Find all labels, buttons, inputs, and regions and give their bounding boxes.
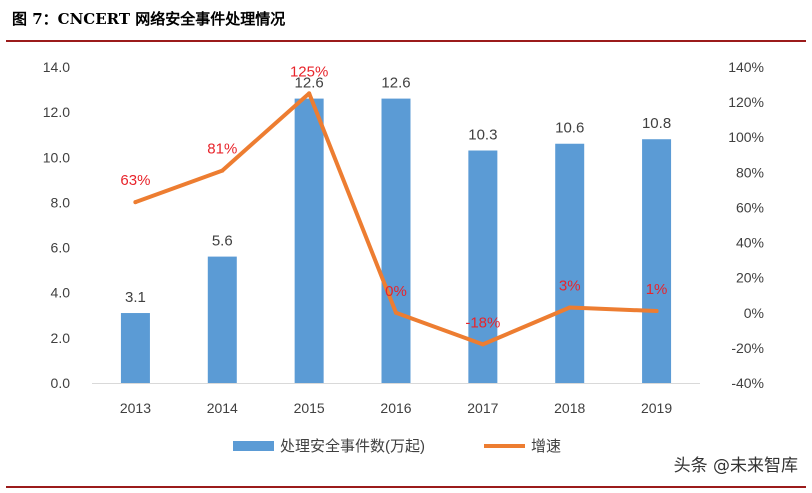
right-tick-label: -40% (731, 375, 764, 391)
growth-value-label: 3% (559, 278, 581, 295)
bar (468, 150, 498, 383)
growth-point (394, 310, 398, 315)
figure-title: 图 7：CNCERT 网络安全事件处理情况 (12, 10, 286, 28)
legend-label-line: 增速 (531, 438, 561, 455)
left-tick-label: 6.0 (51, 240, 71, 256)
watermark: 头条 @未来智库 (673, 456, 798, 476)
bar-value-label: 10.6 (555, 120, 584, 137)
bar (120, 313, 150, 383)
bar (294, 98, 324, 383)
growth-value-label: 125% (290, 63, 328, 80)
right-tick-label: 60% (736, 199, 764, 215)
left-tick-label: 12.0 (43, 104, 70, 120)
x-tick-label: 2015 (294, 400, 325, 416)
growth-point (654, 309, 659, 314)
growth-value-label: -18% (465, 314, 500, 331)
growth-point (480, 342, 485, 347)
growth-point (567, 305, 572, 310)
x-tick-label: 2019 (641, 400, 672, 416)
x-tick-label: 2017 (467, 400, 498, 416)
growth-point (133, 200, 138, 205)
x-tick-label: 2014 (207, 400, 238, 416)
growth-value-label: 63% (120, 172, 150, 189)
bottom-rule (6, 486, 806, 488)
bar-value-label: 12.6 (295, 75, 324, 92)
left-tick-label: 10.0 (43, 149, 70, 165)
left-axis: 0.0 2.0 4.0 6.0 8.0 10.0 12.0 14.0 (43, 59, 70, 391)
right-tick-label: 20% (736, 270, 764, 286)
bar-value-label: 10.3 (468, 127, 497, 144)
bar (555, 143, 585, 383)
bar (207, 256, 237, 383)
bar-value-label: 10.8 (642, 115, 671, 132)
bar-value-label: 3.1 (125, 289, 146, 306)
x-axis: 2013 2014 2015 2016 2017 2018 2019 (120, 400, 673, 416)
legend: 处理安全事件数(万起) 增速 (233, 437, 561, 455)
left-tick-label: 14.0 (43, 59, 70, 75)
left-tick-label: 4.0 (51, 285, 71, 301)
bar-value-label: 12.6 (381, 75, 410, 92)
growth-value-label: 81% (207, 141, 237, 158)
growth-value-label: 0% (385, 283, 407, 300)
right-axis: -40% -20% 0% 20% 40% 60% 80% 100% 120% 140% (728, 59, 764, 391)
right-tick-label: 140% (728, 59, 764, 75)
x-tick-label: 2016 (380, 400, 411, 416)
growth-value-label: 1% (646, 281, 668, 298)
right-tick-label: -20% (731, 340, 764, 356)
growth-point (307, 91, 312, 96)
growth-point (220, 168, 225, 173)
right-tick-label: 40% (736, 235, 764, 251)
line-series (133, 91, 659, 347)
bar (642, 139, 672, 383)
x-tick-label: 2018 (554, 400, 585, 416)
left-tick-label: 8.0 (51, 194, 71, 210)
right-tick-label: 100% (728, 129, 764, 145)
right-tick-label: 80% (736, 164, 764, 180)
legend-label-bar: 处理安全事件数(万起) (280, 437, 425, 455)
bar-data-labels: 3.1 5.6 12.6 12.6 10.3 10.6 10.8 (125, 75, 671, 306)
x-tick-label: 2013 (120, 400, 151, 416)
top-rule (6, 40, 806, 42)
right-tick-label: 120% (728, 94, 764, 110)
bar-value-label: 5.6 (212, 233, 233, 250)
bar (381, 98, 411, 383)
right-tick-label: 0% (744, 305, 764, 321)
left-tick-label: 2.0 (51, 330, 71, 346)
line-data-labels: 63% 81% 125% 0% -18% 3% 1% (120, 63, 667, 331)
bar-series (120, 98, 672, 383)
left-tick-label: 0.0 (51, 375, 71, 391)
legend-swatch-bar (233, 441, 274, 451)
